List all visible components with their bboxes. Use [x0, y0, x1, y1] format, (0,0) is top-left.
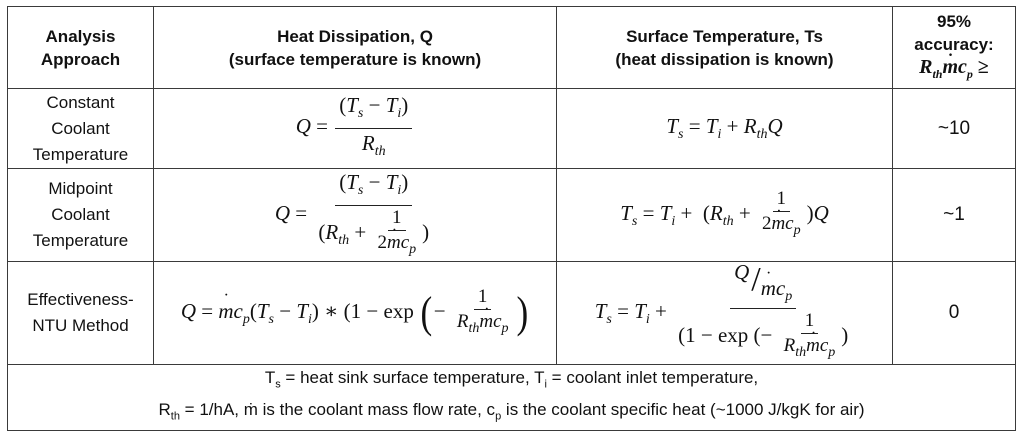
accuracy-criterion-formula: Rthmcp ≥: [893, 56, 1015, 86]
heat-dissipation-formula: Q = (Ts − Ti) Rth: [153, 88, 557, 169]
heat-dissipation-formula: Q = mcp(Ts − Ti) ∗ (1 − exp (− 1Rthmcp): [153, 261, 557, 365]
definitions-line-1: Ts = heat sink surface temperature, Ti =…: [264, 368, 759, 391]
approach-cell: Midpoint Coolant Temperature: [7, 168, 154, 262]
header-surface-temperature: Surface Temperature, Ts (heat dissipatio…: [556, 6, 893, 89]
surface-temperature-formula: Ts = Ti + Q/mcp(1 − exp (− 1Rthmcp): [556, 261, 893, 365]
surface-temperature-formula: Ts = Ti + RthQ: [556, 88, 893, 169]
definitions-line-2: Rth = 1/hA, ṁ is the coolant mass flow r…: [158, 400, 865, 423]
heat-dissipation-formula: Q = (Ts − Ti)(Rth + 12mcp): [153, 168, 557, 262]
table-row: Midpoint Coolant Temperature Q = (Ts − T…: [7, 168, 1016, 262]
footer-row: Ts = heat sink surface temperature, Ti =…: [7, 364, 1016, 431]
accuracy-value: ~1: [892, 168, 1016, 262]
approach-cell: Constant Coolant Temperature: [7, 88, 154, 169]
thermal-analysis-table: Analysis Approach Heat Dissipation, Q (s…: [7, 6, 1016, 431]
table-row: Constant Coolant Temperature Q = (Ts − T…: [7, 88, 1016, 169]
approach-cell: Effectiveness- NTU Method: [7, 261, 154, 365]
table-row: Effectiveness- NTU Method Q = mcp(Ts − T…: [7, 261, 1016, 365]
variable-definitions: Ts = heat sink surface temperature, Ti =…: [7, 364, 1016, 431]
header-heat-dissipation: Heat Dissipation, Q (surface temperature…: [153, 6, 557, 89]
surface-temperature-formula: Ts = Ti + (Rth + 12mcp)Q: [556, 168, 893, 262]
header-row: Analysis Approach Heat Dissipation, Q (s…: [7, 6, 1016, 89]
accuracy-value: 0: [892, 261, 1016, 365]
header-accuracy: 95% accuracy: Rthmcp ≥: [892, 6, 1016, 89]
accuracy-value: ~10: [892, 88, 1016, 169]
header-approach: Analysis Approach: [7, 6, 154, 89]
